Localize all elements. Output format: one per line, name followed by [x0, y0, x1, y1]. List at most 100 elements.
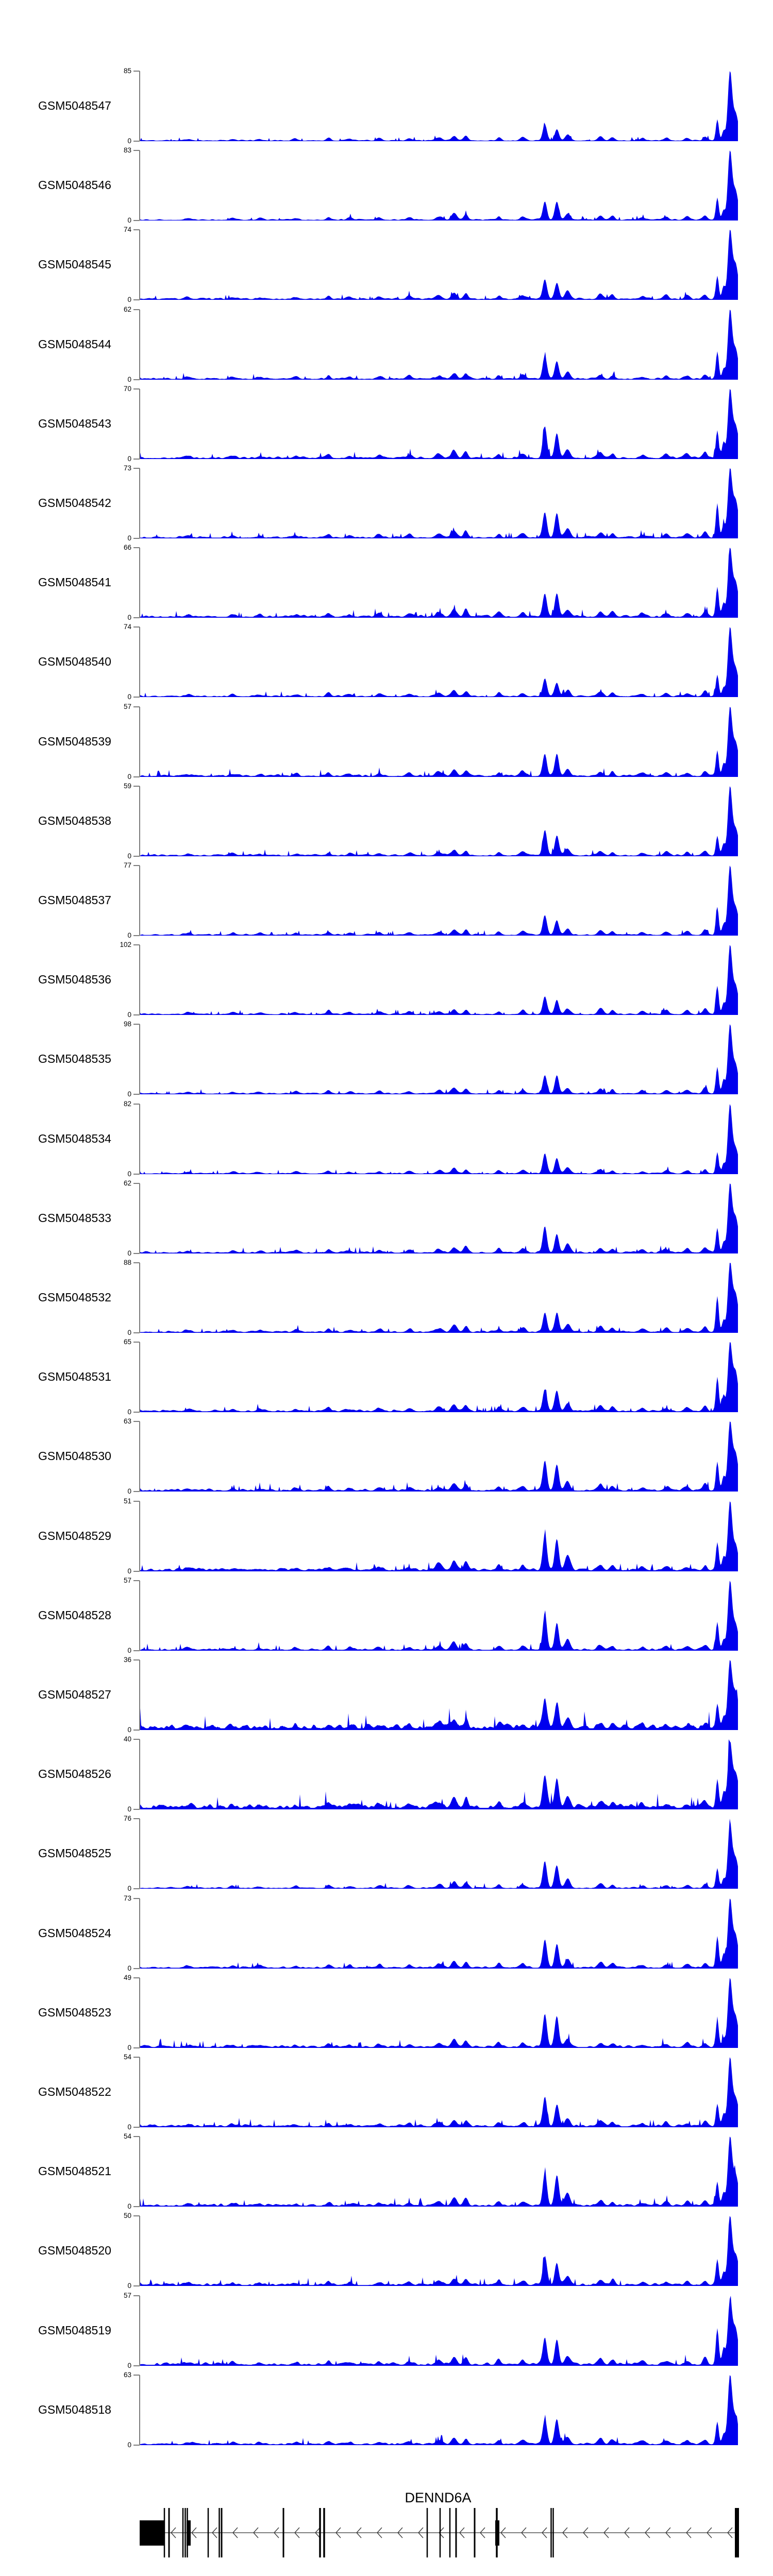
strand-arrow-left	[315, 2527, 321, 2538]
coverage-signal-area	[140, 1978, 738, 2048]
signal-path	[140, 1421, 738, 1492]
y-axis-max-label: 63	[123, 2371, 131, 2379]
exon-line	[168, 2508, 170, 2557]
sample-id-label: GSM5048546	[38, 178, 111, 192]
signal-path	[140, 1581, 738, 1651]
y-axis-spine	[139, 310, 140, 380]
y-axis-top-tick	[133, 865, 140, 866]
coverage-signal-area	[140, 2057, 738, 2127]
coverage-track: GSM5048521 54 0	[0, 2132, 773, 2210]
coverage-signal-area	[140, 1581, 738, 1651]
y-axis-zero-tick	[133, 379, 140, 380]
y-axis-max-label: 88	[123, 1259, 131, 1266]
coverage-track: GSM5048528 57 0	[0, 1577, 773, 1654]
y-axis-zero-tick	[133, 1491, 140, 1492]
y-axis-spine	[139, 150, 140, 221]
coverage-track: GSM5048543 70 0	[0, 385, 773, 463]
coverage-signal-area	[140, 1263, 738, 1333]
strand-arrow-left	[418, 2527, 424, 2538]
strand-arrow-left	[665, 2527, 671, 2538]
coverage-track: GSM5048520 50 0	[0, 2212, 773, 2290]
strand-arrow-left	[583, 2527, 589, 2538]
strand-arrow-left	[377, 2527, 382, 2538]
y-axis-spine	[139, 71, 140, 141]
y-axis-zero-tick	[133, 1253, 140, 1254]
y-axis-zero-tick	[133, 1809, 140, 1810]
y-axis-max-label: 62	[123, 306, 131, 313]
coverage-signal-area	[140, 945, 738, 1015]
y-axis-spine	[139, 468, 140, 538]
y-axis-max-label: 57	[123, 1577, 131, 1584]
y-axis-top-tick	[133, 71, 140, 72]
y-axis-zero-tick	[133, 1412, 140, 1413]
y-axis-zero-label: 0	[127, 931, 131, 939]
exon-line	[550, 2508, 552, 2557]
y-axis-zero-tick	[133, 2285, 140, 2286]
strand-arrow-left	[624, 2527, 630, 2538]
sample-id-label: GSM5048535	[38, 1052, 111, 1065]
gene-model-track	[140, 2508, 739, 2557]
y-axis-zero-tick	[133, 2206, 140, 2207]
signal-path	[140, 389, 738, 459]
exon-line	[219, 2508, 220, 2557]
y-axis-zero-label: 0	[127, 1885, 131, 1892]
y-axis-top-tick	[133, 1580, 140, 1581]
y-axis-zero-tick	[133, 2047, 140, 2048]
strand-arrow-left	[171, 2527, 176, 2538]
coverage-signal-area	[140, 866, 738, 936]
coverage-track: GSM5048522 54 0	[0, 2053, 773, 2131]
signal-path	[140, 2057, 738, 2127]
y-axis-top-tick	[133, 229, 140, 230]
y-axis-zero-label: 0	[127, 1249, 131, 1257]
y-axis-zero-label: 0	[127, 376, 131, 383]
y-axis-zero-tick	[133, 1730, 140, 1731]
strand-arrow-left	[459, 2527, 465, 2538]
coverage-signal-area	[140, 150, 738, 221]
signal-path	[140, 2216, 738, 2286]
y-axis-zero-tick	[133, 2445, 140, 2446]
sample-id-label: GSM5048540	[38, 655, 111, 668]
signal-path	[140, 1104, 738, 1174]
y-axis-spine	[139, 1819, 140, 1889]
y-axis-spine	[139, 1739, 140, 1809]
y-axis-zero-label: 0	[127, 2044, 131, 2052]
coverage-track: GSM5048524 73 0	[0, 1894, 773, 1972]
y-axis-zero-label: 0	[127, 1170, 131, 1178]
strand-arrow-left	[480, 2527, 485, 2538]
y-axis-max-label: 36	[123, 1656, 131, 1664]
coverage-track: GSM5048534 82 0	[0, 1100, 773, 1178]
y-axis-zero-label: 0	[127, 1964, 131, 1972]
sample-id-label: GSM5048524	[38, 1926, 111, 1940]
coverage-track: GSM5048545 74 0	[0, 226, 773, 303]
exon-line	[426, 2508, 428, 2557]
coverage-signal-area	[140, 1819, 738, 1889]
strand-arrow-left	[335, 2527, 341, 2538]
sample-id-label: GSM5048522	[38, 2085, 111, 2098]
y-axis-spine	[139, 1978, 140, 2048]
coverage-track: GSM5048518 63 0	[0, 2371, 773, 2449]
exon-line	[282, 2508, 284, 2557]
y-axis-spine	[139, 1421, 140, 1492]
y-axis-spine	[139, 1899, 140, 1969]
y-axis-spine	[139, 1501, 140, 1571]
y-axis-top-tick	[133, 388, 140, 389]
y-axis-spine	[139, 627, 140, 697]
y-axis-max-label: 83	[123, 146, 131, 154]
coverage-track: GSM5048519 57 0	[0, 2292, 773, 2369]
sample-id-label: GSM5048531	[38, 1370, 111, 1383]
y-axis-zero-tick	[133, 935, 140, 936]
y-axis-max-label: 77	[123, 861, 131, 869]
strand-arrow-left	[562, 2527, 568, 2538]
coverage-signal-area	[140, 1104, 738, 1174]
sample-id-label: GSM5048537	[38, 893, 111, 907]
strand-arrow-left	[397, 2527, 403, 2538]
y-axis-top-tick	[133, 1183, 140, 1184]
coverage-signal-area	[140, 389, 738, 459]
y-axis-spine	[139, 2216, 140, 2286]
y-axis-zero-label: 0	[127, 614, 131, 621]
y-axis-max-label: 82	[123, 1100, 131, 1108]
strand-arrow-left	[294, 2527, 300, 2538]
exon-line	[323, 2508, 325, 2557]
y-axis-spine	[139, 1263, 140, 1333]
